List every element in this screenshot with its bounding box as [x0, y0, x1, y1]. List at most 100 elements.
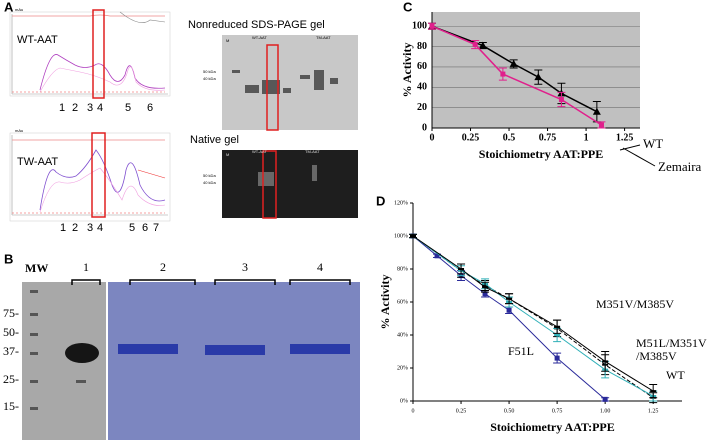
mw-marker: 50- [3, 325, 19, 339]
x-tick-label: 0.75 [539, 132, 557, 143]
x-axis-title: Stoichiometry AAT:PPE [479, 147, 604, 161]
sample-label: WT-AAT [17, 34, 58, 46]
y-axis-title: % Activity [400, 43, 414, 98]
mw-marker: 37- [3, 344, 19, 358]
x-tick-label: 1.00 [600, 408, 611, 414]
data-point [650, 390, 657, 393]
data-point [506, 297, 513, 300]
x-tick-label: 0.50 [504, 408, 515, 414]
plot-area [413, 203, 682, 401]
fraction-label: 7 [153, 222, 159, 234]
unit: mAu [15, 7, 23, 12]
gel-title: Native gel [190, 134, 239, 146]
mw-marker: 25- [3, 372, 19, 386]
data-point [506, 307, 512, 313]
x-tick-label: 0.75 [552, 408, 563, 414]
lane-label: 4 [317, 260, 323, 274]
x-tick-label: 1.25 [648, 408, 659, 414]
group-label: TM-AAT [316, 35, 331, 40]
fraction-label: 4 [97, 222, 103, 234]
gel-title: Nonreduced SDS-PAGE gel [188, 19, 325, 31]
data-point [482, 286, 489, 289]
mw-markers: 75- 50- 37- 25- 15- 1 2 3 4 [3, 260, 323, 413]
gel-image [222, 150, 358, 218]
data-point [478, 41, 487, 49]
x-tick-label: 0.5 [503, 132, 516, 143]
gel-image [108, 282, 360, 440]
data-point [482, 291, 488, 297]
fraction-label: 4 [97, 102, 103, 114]
data-point [554, 355, 560, 361]
mw-marker: 75- [3, 306, 19, 320]
fraction-label: 5 [125, 102, 131, 114]
y-axis-title: % Activity [378, 275, 392, 330]
x-tick-label: 0.25 [462, 132, 480, 143]
y-tick-label: 60% [397, 299, 408, 305]
fraction-label: 3 [87, 102, 93, 114]
x-tick-label: 0 [412, 408, 415, 414]
chromatogram: TW-AAT mAu [9, 128, 171, 222]
lane-label: M [226, 152, 229, 157]
data-point [509, 59, 518, 67]
y-tick-label: 80 [417, 41, 427, 52]
y-tick-label: 100 [412, 21, 427, 32]
fraction-label: 6 [142, 222, 148, 234]
group-label: WT-AAT [252, 149, 267, 154]
lane-label: 2 [160, 260, 166, 274]
annotation: M351V/M385V [596, 297, 674, 311]
y-tick-label: 120% [394, 200, 408, 206]
annotation: Zemaira [658, 159, 702, 174]
fraction-label: 5 [129, 222, 135, 234]
data-point [534, 73, 543, 81]
mw-marker: 15- [3, 399, 19, 413]
data-point [458, 268, 465, 270]
charts: 0 20 40 60 80 100 0 0.25 0.5 0.75 1 1.25 Stoichiomet… [378, 12, 682, 434]
x-tick-label: 1 [584, 132, 589, 143]
data-point [472, 42, 478, 48]
annotation: WT [666, 368, 685, 382]
fraction-label: 1 [59, 102, 65, 114]
data-point [429, 23, 435, 29]
unit: mAu [15, 128, 23, 133]
x-axis-title: Stoichiometry AAT:PPE [490, 420, 615, 434]
annotation-arrow [619, 144, 656, 167]
data-point [434, 253, 440, 259]
panel-label: C [403, 0, 413, 14]
panel-label: A [4, 0, 14, 14]
x-tick-label: 1.25 [616, 132, 634, 143]
gel-image [22, 282, 106, 440]
group-label: WT-AAT [252, 35, 267, 40]
data-point [592, 107, 601, 115]
y-tick-label: 0 [422, 122, 427, 133]
y-tick-label: 40% [397, 332, 408, 338]
lane-label: M [226, 38, 229, 43]
mw-marker: 50 kDa [203, 69, 216, 74]
mw-marker: 40 kDa [203, 76, 216, 81]
data-point [598, 122, 604, 128]
panel-label: B [4, 251, 13, 266]
data-point [554, 325, 561, 328]
gel-bands [258, 165, 317, 186]
data-point [554, 334, 561, 336]
data-point [602, 360, 609, 363]
data-point [410, 235, 416, 237]
data-point [500, 71, 506, 77]
y-tick-label: 20 [417, 102, 427, 113]
lane-label: 1 [83, 260, 89, 274]
annotation: F51L [508, 344, 534, 358]
y-tick-label: 80% [397, 266, 408, 272]
fraction-label: 3 [87, 222, 93, 234]
annotation: WT [643, 136, 663, 151]
annotation: M51L/M351V/M385V [636, 336, 707, 363]
mw-label: MW [25, 261, 48, 275]
y-tick-label: 20% [397, 365, 408, 371]
y-tick-label: 60 [417, 61, 427, 72]
fraction-labels: 1 2 3 4 5 61 2 3 4 5 6 7 [59, 102, 159, 234]
y-tick-label: 40 [417, 82, 427, 93]
y-tick-label: 100% [394, 233, 408, 239]
chromatogram: WT-AAT mAu [9, 7, 171, 99]
group-label: TM-AAT [305, 149, 320, 154]
mw-marker: 50 kDa [203, 173, 216, 178]
sample-label: TW-AAT [17, 156, 58, 168]
